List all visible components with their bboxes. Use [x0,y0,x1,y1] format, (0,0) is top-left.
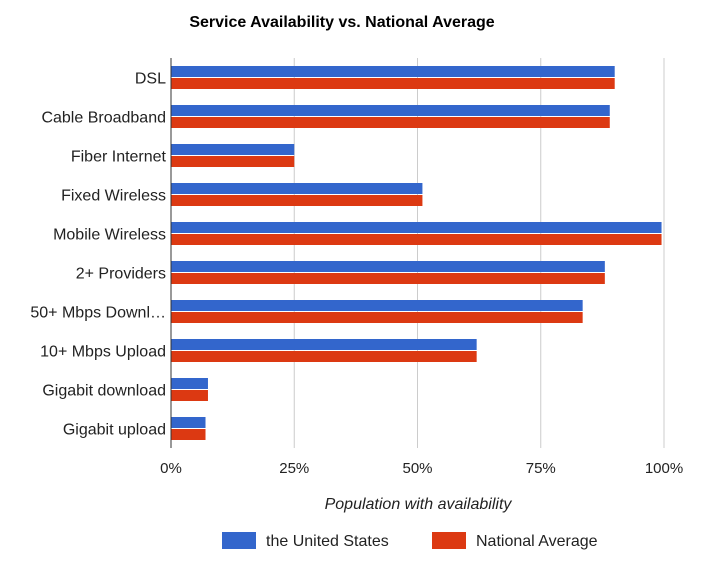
category-label: Gigabit download [42,383,166,400]
tick-labels: 0% 25% 50% 75% 100% [160,460,683,477]
x-tick-label: 0% [160,460,182,477]
bar-united-states[interactable] [171,417,206,428]
category-label: Gigabit upload [63,422,166,439]
category-label: Fixed Wireless [61,188,166,205]
bars [171,66,662,440]
category-label: Cable Broadband [41,110,166,127]
category-label: DSL [135,71,166,88]
bar-united-states[interactable] [171,300,583,311]
bar-national-average[interactable] [171,195,423,206]
bar-national-average[interactable] [171,273,605,284]
bar-united-states[interactable] [171,66,615,77]
chart-title: Service Availability vs. National Averag… [189,14,494,31]
bar-national-average[interactable] [171,117,610,128]
category-label: 2+ Providers [76,266,166,283]
bar-united-states[interactable] [171,144,295,155]
category-label: Fiber Internet [71,149,167,166]
legend-swatch-national-average[interactable] [432,532,466,549]
legend-label-national-average[interactable]: National Average [476,533,598,550]
legend-swatch-united-states[interactable] [222,532,256,549]
bar-united-states[interactable] [171,378,208,389]
legend[interactable]: the United States National Average [222,532,598,550]
bar-national-average[interactable] [171,78,615,89]
x-tick-label: 75% [526,460,556,477]
bar-national-average[interactable] [171,390,208,401]
bar-national-average[interactable] [171,234,662,245]
bar-united-states[interactable] [171,261,605,272]
bar-national-average[interactable] [171,312,583,323]
category-label: 50+ Mbps Downl… [30,305,166,322]
bar-national-average[interactable] [171,429,206,440]
bar-united-states[interactable] [171,105,610,116]
bar-national-average[interactable] [171,351,477,362]
gridlines [170,58,665,448]
category-label: 10+ Mbps Upload [40,344,166,361]
category-label: Mobile Wireless [53,227,166,244]
bar-national-average[interactable] [171,156,295,167]
bar-united-states[interactable] [171,183,423,194]
x-tick-label: 50% [402,460,432,477]
bar-united-states[interactable] [171,339,477,350]
bar-united-states[interactable] [171,222,662,233]
x-axis-title: Population with availability [325,496,513,513]
legend-label-united-states[interactable]: the United States [266,533,389,550]
x-tick-label: 25% [279,460,309,477]
category-labels: DSL Cable Broadband Fiber Internet Fixed Wi… [30,71,166,439]
x-tick-label: 100% [645,460,683,477]
